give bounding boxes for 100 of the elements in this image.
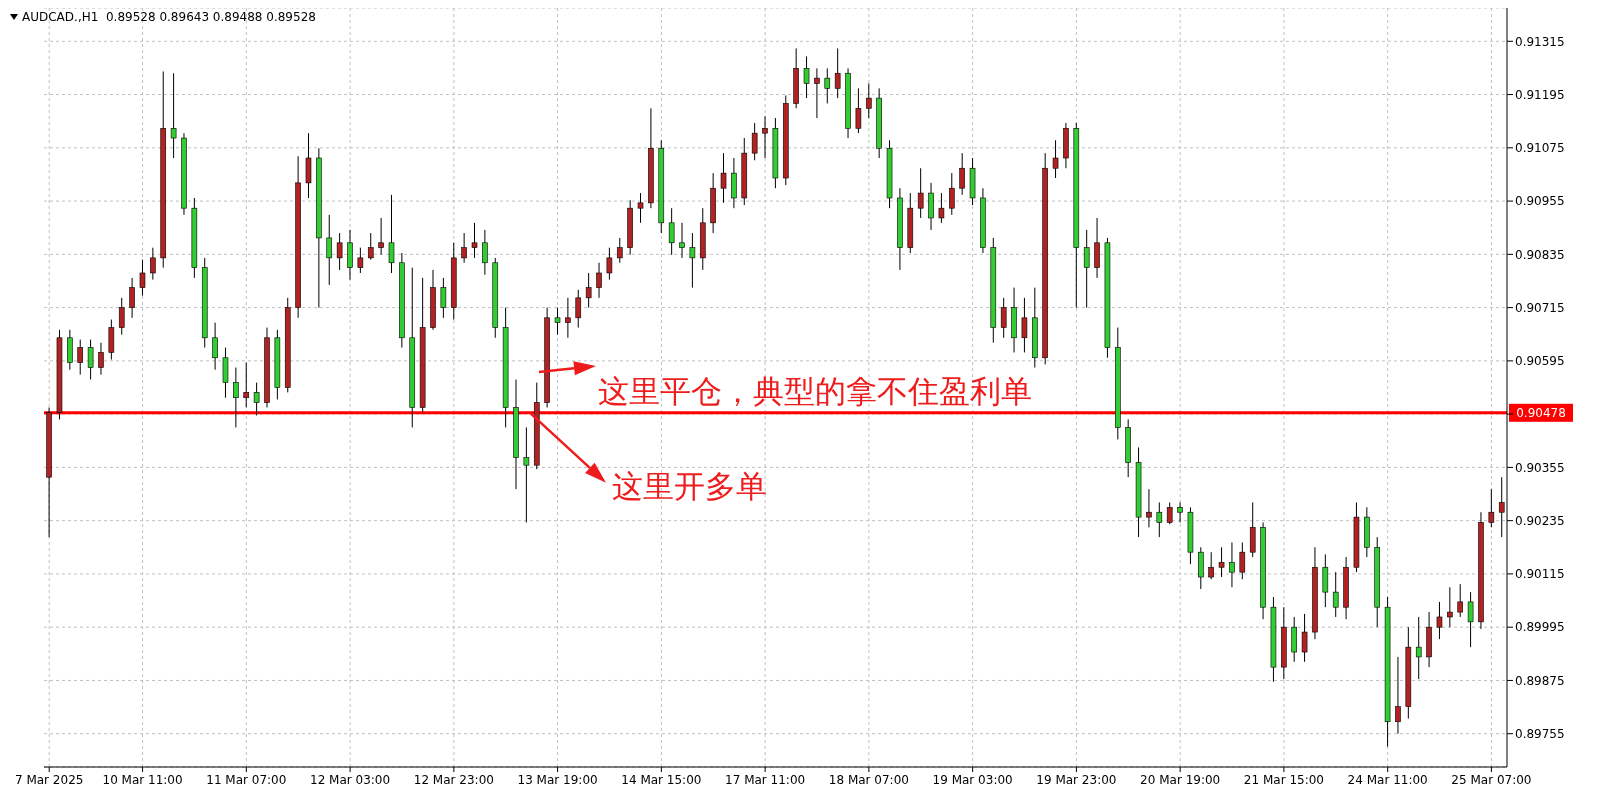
x-tick-label: 19 Mar 03:00 — [932, 773, 1013, 787]
candlestick — [461, 232, 467, 264]
candlestick — [1415, 616, 1422, 680]
candlestick — [938, 192, 945, 224]
x-tick-label: 21 Mar 15:00 — [1243, 773, 1324, 787]
candlestick — [814, 67, 820, 119]
candlestick — [150, 247, 156, 281]
candlestick — [1146, 488, 1152, 528]
candlestick — [1239, 541, 1246, 580]
candlestick — [1000, 297, 1007, 339]
candlestick — [118, 297, 125, 336]
x-tick-label: 18 Mar 07:00 — [828, 773, 909, 787]
candlestick — [367, 232, 374, 261]
candlestick — [233, 367, 239, 428]
candlestick — [1177, 501, 1183, 523]
y-tick-label: 0.90235 — [1515, 513, 1565, 528]
candlestick — [949, 172, 955, 216]
candlestick — [606, 247, 613, 281]
candlestick — [440, 277, 447, 319]
chart-title: AUDCAD.,H1 0.89528 0.89643 0.89488 0.89528 — [22, 10, 316, 24]
candlestick — [616, 237, 623, 264]
candlestick — [762, 115, 768, 159]
candlestick — [1166, 501, 1173, 525]
x-tick-label: 14 Mar 15:00 — [621, 773, 702, 787]
candlestick — [139, 259, 146, 297]
candlestick — [959, 152, 965, 196]
candlestick — [803, 55, 810, 99]
candlestick — [668, 207, 675, 256]
candlestick — [471, 222, 478, 259]
candlestick — [388, 194, 395, 274]
candlestick — [1083, 229, 1090, 309]
x-tick-label: 7 Mar 2025 — [14, 773, 84, 787]
y-tick-label: 0.90955 — [1515, 194, 1565, 209]
candlestick — [253, 382, 260, 416]
candlestick — [689, 232, 696, 289]
candlestick — [751, 122, 758, 161]
candlestick — [129, 277, 135, 319]
candlestick — [679, 222, 685, 259]
x-tick-label: 17 Mar 11:00 — [725, 773, 806, 787]
y-tick-label: 0.90715 — [1515, 300, 1565, 315]
candlestick — [917, 167, 924, 219]
y-tick-label: 0.90115 — [1515, 567, 1565, 582]
candlestick — [1208, 551, 1214, 580]
x-tick-label: 25 Mar 07:00 — [1451, 773, 1532, 787]
annotation: 这里平仓，典型的拿不住盈利单 — [598, 373, 1032, 409]
candlestick — [585, 272, 592, 309]
candlestick — [1052, 139, 1059, 179]
candlestick — [243, 362, 250, 408]
y-tick-label: 0.91315 — [1515, 34, 1565, 49]
x-tick-label: 20 Mar 19:00 — [1140, 773, 1221, 787]
candlestick — [212, 322, 218, 371]
candlestick — [1021, 297, 1028, 353]
y-tick-label: 0.89755 — [1515, 726, 1565, 741]
candlestick — [523, 426, 530, 523]
x-tick-label: 12 Mar 23:00 — [413, 773, 494, 787]
candlestick — [834, 47, 841, 99]
candlestick — [1156, 501, 1163, 538]
x-tick-label: 19 Mar 23:00 — [1036, 773, 1117, 787]
ref-line-label: 0.90478 — [1516, 405, 1566, 420]
candlestick — [855, 87, 862, 134]
candlestick — [637, 192, 644, 224]
candlestick — [596, 262, 602, 299]
candlestick — [357, 247, 364, 274]
candlestick — [1467, 591, 1474, 648]
x-tick-label: 12 Mar 03:00 — [310, 773, 391, 787]
candlestick — [1218, 546, 1225, 578]
candlestick — [87, 339, 94, 381]
x-tick-label: 13 Mar 19:00 — [517, 773, 598, 787]
candlestick — [1457, 583, 1464, 618]
candlestick — [824, 67, 831, 104]
y-tick-label: 0.90595 — [1515, 354, 1565, 369]
candlestick — [1332, 571, 1339, 618]
candlestick — [1395, 656, 1401, 735]
candlestick — [1447, 586, 1453, 628]
candlestick — [1436, 601, 1443, 640]
candlestick — [554, 307, 561, 336]
y-tick-label: 0.91075 — [1515, 141, 1565, 156]
candlestick — [1229, 541, 1235, 588]
x-tick-label: 10 Mar 11:00 — [102, 773, 183, 787]
candlestick — [865, 82, 872, 119]
y-tick-label: 0.90835 — [1515, 247, 1565, 262]
candlestick — [336, 232, 343, 271]
candlestick — [720, 152, 727, 204]
annotation: 这里开多单 — [612, 467, 767, 504]
candlestick — [1301, 613, 1308, 663]
y-tick-label: 0.89875 — [1515, 673, 1565, 688]
candlestick — [77, 339, 84, 376]
y-tick-label: 0.90355 — [1515, 460, 1565, 475]
candlestick — [1488, 488, 1495, 528]
candlestick — [98, 342, 104, 376]
candlestick — [170, 72, 177, 159]
x-tick-label: 24 Mar 11:00 — [1347, 773, 1428, 787]
candlestick — [378, 217, 384, 256]
candlestick — [326, 214, 333, 286]
candlestick — [482, 229, 488, 276]
y-tick-label: 0.91195 — [1515, 87, 1565, 102]
candlestick — [565, 297, 571, 339]
x-tick-label: 11 Mar 07:00 — [206, 773, 287, 787]
y-tick-label: 0.89995 — [1515, 620, 1565, 635]
candlestick — [575, 289, 582, 329]
